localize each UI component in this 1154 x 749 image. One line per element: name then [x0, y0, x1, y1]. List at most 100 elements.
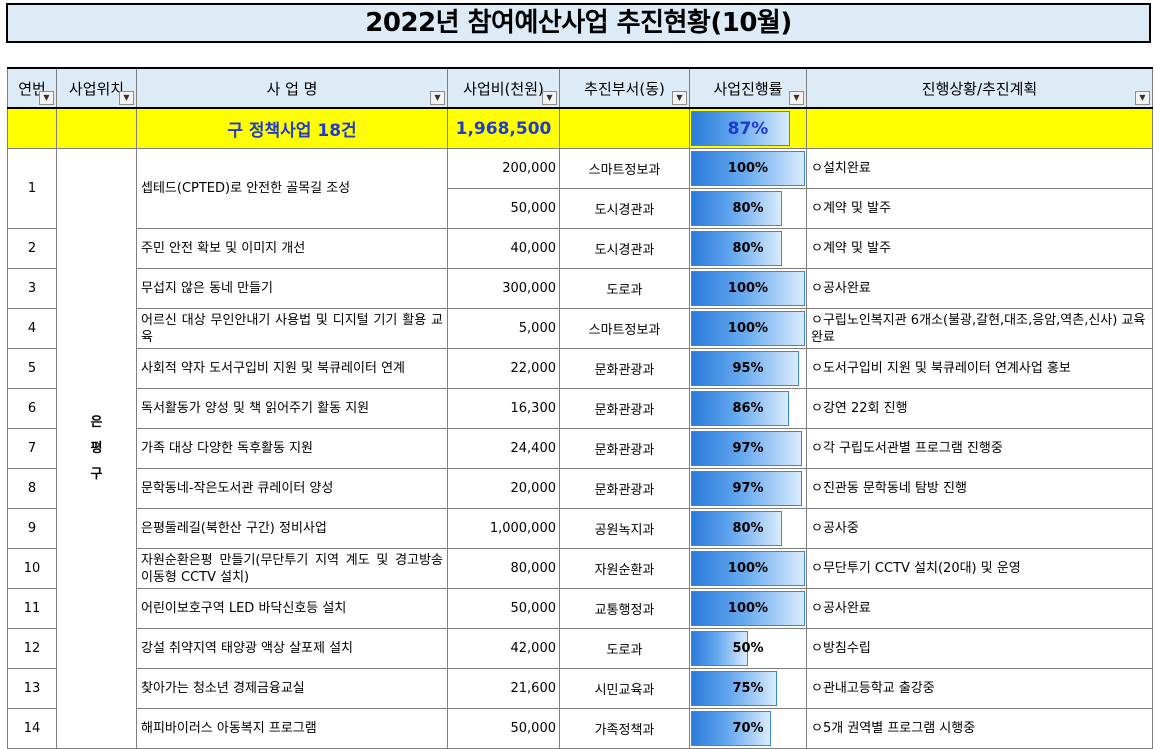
budget-cell[interactable]: 24,400 [447, 428, 560, 469]
status-cell[interactable]: ㅇ방침수립 [806, 628, 1153, 669]
row-number[interactable]: 9 [7, 508, 57, 549]
status-cell[interactable]: ㅇ공사완료 [806, 588, 1153, 629]
row-number[interactable]: 5 [7, 348, 57, 389]
budget-cell[interactable]: 50,000 [447, 708, 560, 749]
row-number[interactable]: 3 [7, 268, 57, 309]
filter-dropdown-icon[interactable]: ▼ [39, 91, 54, 105]
filter-dropdown-icon[interactable]: ▼ [119, 91, 134, 105]
dept-cell[interactable]: 시민교육과 [559, 668, 690, 709]
status-cell[interactable]: ㅇ강연 22회 진행 [806, 388, 1153, 429]
filter-dropdown-icon[interactable]: ▼ [1135, 91, 1150, 105]
budget-cell[interactable]: 1,000,000 [447, 508, 560, 549]
row-number[interactable]: 1 [7, 148, 57, 229]
progress-cell[interactable]: 75% [689, 668, 807, 709]
project-name[interactable]: 독서활동가 양성 및 책 읽어주기 활동 지원 [136, 388, 448, 429]
progress-cell[interactable]: 97% [689, 468, 807, 509]
project-name[interactable]: 어린이보호구역 LED 바닥신호등 설치 [136, 588, 448, 629]
status-cell[interactable]: ㅇ관내고등학교 출강중 [806, 668, 1153, 709]
budget-cell[interactable]: 200,000 [447, 148, 560, 189]
row-number[interactable]: 4 [7, 308, 57, 349]
dept-cell[interactable]: 자원순환과 [559, 548, 690, 589]
budget-cell[interactable]: 22,000 [447, 348, 560, 389]
budget-cell[interactable]: 50,000 [447, 188, 560, 229]
project-name[interactable]: 무섭지 않은 동네 만들기 [136, 268, 448, 309]
cell[interactable] [7, 107, 57, 149]
progress-cell[interactable]: 97% [689, 428, 807, 469]
filter-dropdown-icon[interactable]: ▼ [542, 91, 557, 105]
filter-dropdown-icon[interactable]: ▼ [672, 91, 687, 105]
project-name[interactable]: 주민 안전 확보 및 이미지 개선 [136, 228, 448, 269]
cell[interactable] [559, 107, 690, 149]
budget-cell[interactable]: 40,000 [447, 228, 560, 269]
dept-cell[interactable]: 문화관광과 [559, 428, 690, 469]
status-cell[interactable]: ㅇ무단투기 CCTV 설치(20대) 및 운영 [806, 548, 1153, 589]
row-number[interactable]: 11 [7, 588, 57, 629]
dept-cell[interactable]: 가족정책과 [559, 708, 690, 749]
dept-cell[interactable]: 도시경관과 [559, 188, 690, 229]
row-number[interactable]: 8 [7, 468, 57, 509]
budget-cell[interactable]: 20,000 [447, 468, 560, 509]
project-name[interactable]: 가족 대상 다양한 독후활동 지원 [136, 428, 448, 469]
status-cell[interactable]: ㅇ공사중 [806, 508, 1153, 549]
project-name[interactable]: 자원순환은평 만들기(무단투기 지역 계도 및 경고방송 이동형 CCTV 설치… [136, 548, 448, 589]
project-name[interactable]: 어르신 대상 무인안내기 사용법 및 디지털 기기 활용 교육 [136, 308, 448, 349]
budget-cell[interactable]: 80,000 [447, 548, 560, 589]
row-number[interactable]: 7 [7, 428, 57, 469]
status-cell[interactable]: ㅇ공사완료 [806, 268, 1153, 309]
progress-cell[interactable]: 100% [689, 268, 807, 309]
progress-cell[interactable]: 80% [689, 188, 807, 229]
summary-progress[interactable]: 87% [689, 107, 807, 149]
dept-cell[interactable]: 도로과 [559, 628, 690, 669]
status-cell[interactable]: ㅇ각 구립도서관별 프로그램 진행중 [806, 428, 1153, 469]
progress-cell[interactable]: 50% [689, 628, 807, 669]
filter-dropdown-icon[interactable]: ▼ [789, 91, 804, 105]
status-cell[interactable]: ㅇ계약 및 발주 [806, 228, 1153, 269]
progress-cell[interactable]: 100% [689, 548, 807, 589]
cell[interactable] [56, 107, 137, 149]
progress-cell[interactable]: 80% [689, 228, 807, 269]
progress-cell[interactable]: 95% [689, 348, 807, 389]
project-name[interactable]: 은평둘레길(북한산 구간) 정비사업 [136, 508, 448, 549]
progress-cell[interactable]: 100% [689, 148, 807, 189]
progress-cell[interactable]: 100% [689, 588, 807, 629]
budget-cell[interactable]: 300,000 [447, 268, 560, 309]
row-number[interactable]: 6 [7, 388, 57, 429]
dept-cell[interactable]: 문화관광과 [559, 388, 690, 429]
summary-label[interactable]: 구 정책사업 18건 [136, 107, 448, 149]
budget-cell[interactable]: 5,000 [447, 308, 560, 349]
project-name[interactable]: 셉테드(CPTED)로 안전한 골목길 조성 [136, 148, 448, 229]
status-cell[interactable]: ㅇ진관동 문학동네 탐방 진행 [806, 468, 1153, 509]
status-cell[interactable]: ㅇ설치완료 [806, 148, 1153, 189]
row-number[interactable]: 2 [7, 228, 57, 269]
dept-cell[interactable]: 도시경관과 [559, 228, 690, 269]
dept-cell[interactable]: 도로과 [559, 268, 690, 309]
dept-cell[interactable]: 공원녹지과 [559, 508, 690, 549]
status-cell[interactable]: ㅇ5개 권역별 프로그램 시행중 [806, 708, 1153, 749]
budget-cell[interactable]: 21,600 [447, 668, 560, 709]
row-number[interactable]: 12 [7, 628, 57, 669]
progress-cell[interactable]: 100% [689, 308, 807, 349]
dept-cell[interactable]: 문화관광과 [559, 468, 690, 509]
dept-cell[interactable]: 교통행정과 [559, 588, 690, 629]
dept-cell[interactable]: 스마트정보과 [559, 308, 690, 349]
progress-cell[interactable]: 80% [689, 508, 807, 549]
row-number[interactable]: 13 [7, 668, 57, 709]
status-cell[interactable]: ㅇ계약 및 발주 [806, 188, 1153, 229]
row-number[interactable]: 10 [7, 548, 57, 589]
project-name[interactable]: 문학동네-작은도서관 큐레이터 양성 [136, 468, 448, 509]
summary-budget[interactable]: 1,968,500 [447, 107, 560, 149]
status-cell[interactable]: ㅇ도서구입비 지원 및 북큐레이터 연계사업 홍보 [806, 348, 1153, 389]
budget-cell[interactable]: 42,000 [447, 628, 560, 669]
filter-dropdown-icon[interactable]: ▼ [430, 91, 445, 105]
progress-cell[interactable]: 70% [689, 708, 807, 749]
project-name[interactable]: 찾아가는 청소년 경제금융교실 [136, 668, 448, 709]
budget-cell[interactable]: 16,300 [447, 388, 560, 429]
project-name[interactable]: 강설 취약지역 태양광 액상 살포제 설치 [136, 628, 448, 669]
status-cell[interactable]: ㅇ구립노인복지관 6개소(불광,갈현,대조,응암,역촌,신사) 교육완료 [806, 308, 1153, 349]
progress-cell[interactable]: 86% [689, 388, 807, 429]
cell[interactable] [806, 107, 1153, 149]
dept-cell[interactable]: 스마트정보과 [559, 148, 690, 189]
budget-cell[interactable]: 50,000 [447, 588, 560, 629]
project-name[interactable]: 해피바이러스 아동복지 프로그램 [136, 708, 448, 749]
